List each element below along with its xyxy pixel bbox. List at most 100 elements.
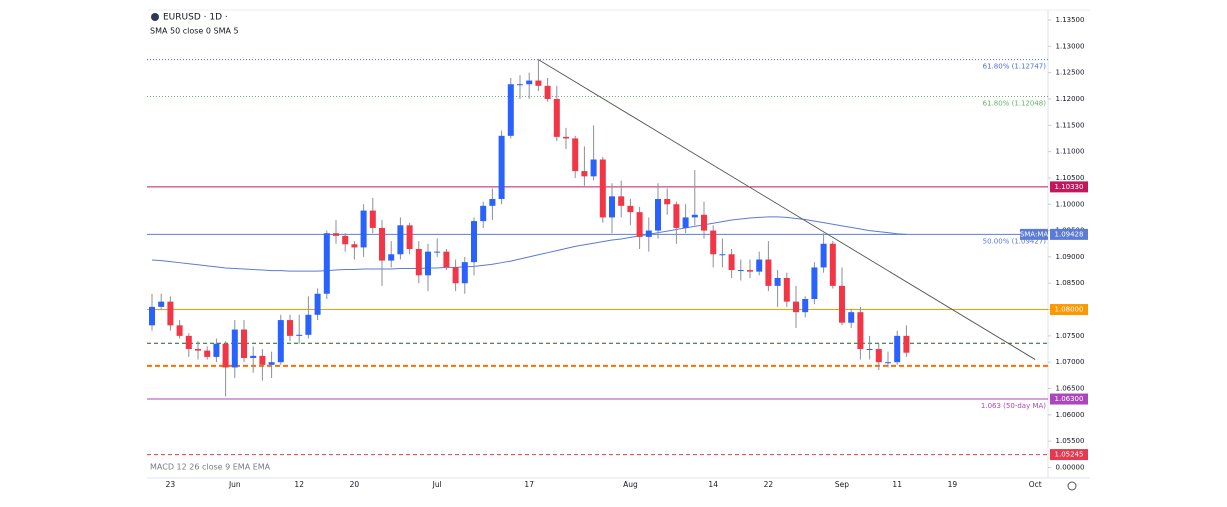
x-tick-label: 20 xyxy=(350,480,360,489)
candle-body xyxy=(590,159,597,177)
level-tag-bg xyxy=(1050,181,1088,193)
candle-body xyxy=(811,267,818,300)
candle-body xyxy=(627,205,634,213)
sma-tag-bg xyxy=(1020,228,1048,240)
indicator-legend[interactable]: SMA 50 close 0 SMA 5 xyxy=(150,27,239,36)
sma-tag: SMA:MA xyxy=(1020,230,1049,238)
y-tick-label: 1.06000 xyxy=(1056,411,1085,419)
symbol-icon[interactable] xyxy=(151,13,159,21)
settings-icon[interactable] xyxy=(1067,481,1077,491)
x-tick-label: Aug xyxy=(623,480,638,489)
candle-body xyxy=(333,233,339,236)
chart-title[interactable]: EURUSD · 1D · xyxy=(163,13,228,23)
candle-body xyxy=(415,249,422,276)
x-tick-label: Oct xyxy=(1029,480,1042,489)
candle-body xyxy=(664,198,671,205)
candle-body xyxy=(737,270,744,272)
level-label: 1.063 (50-day MA) xyxy=(981,402,1046,410)
candle-body xyxy=(425,251,431,276)
candle-body xyxy=(452,267,459,284)
candle-body xyxy=(241,329,247,358)
sma-value-tag-bg xyxy=(1050,228,1088,240)
candle-body xyxy=(793,301,799,313)
candle-body xyxy=(866,349,873,351)
candle-body xyxy=(185,335,192,350)
y-tick-label: 1.10000 xyxy=(1056,200,1085,208)
y-tick-label: 1.12000 xyxy=(1056,95,1085,103)
level-tag: 1.05245 xyxy=(1055,451,1084,459)
candle-body xyxy=(250,355,257,358)
candle-body xyxy=(682,217,689,228)
y-tick-label: 1.09000 xyxy=(1056,253,1085,261)
candle-body xyxy=(305,314,312,335)
candle-body xyxy=(296,334,303,336)
candle-body xyxy=(489,198,496,206)
candle-body xyxy=(406,225,413,250)
x-tick-label: 19 xyxy=(948,480,958,489)
candle-body xyxy=(461,262,468,284)
candle-body xyxy=(544,85,551,99)
candle-body xyxy=(369,210,376,228)
candle-body xyxy=(563,136,569,139)
level-tag-bg xyxy=(1050,304,1088,316)
level-tag-bg xyxy=(1050,393,1088,405)
candle-body xyxy=(765,259,772,286)
candle-body xyxy=(158,301,165,307)
candle-body xyxy=(691,214,698,218)
candle-body xyxy=(618,196,625,206)
candle-body xyxy=(839,285,845,323)
candle-body xyxy=(535,80,542,86)
candle-body xyxy=(443,251,450,268)
sma-value-tag: 1.09428 xyxy=(1055,230,1084,238)
candle-body xyxy=(195,349,201,351)
x-tick-label: Jul xyxy=(432,480,442,489)
candle-body xyxy=(167,301,174,326)
candle-body xyxy=(894,335,901,363)
y-tick-label: 1.10500 xyxy=(1056,174,1085,182)
candle-body xyxy=(397,225,404,255)
candle-body xyxy=(747,270,753,272)
y-tick-label: 1.07000 xyxy=(1056,358,1085,366)
y-tick-label: 1.05500 xyxy=(1056,437,1085,445)
candle-body xyxy=(885,362,891,364)
candle-body xyxy=(360,210,367,248)
level-label: 61.80% (1.12048) xyxy=(983,99,1047,107)
candle-body xyxy=(609,196,615,218)
candle-body xyxy=(149,306,155,326)
x-tick-label: Sep xyxy=(835,480,849,489)
candle-body xyxy=(719,254,726,256)
level-label: 50.00% (1.09427) xyxy=(983,237,1047,245)
x-tick-label: 11 xyxy=(892,480,902,489)
candle-body xyxy=(774,277,781,286)
candle-body xyxy=(599,159,606,218)
candle-body xyxy=(655,198,661,231)
level-tag: 1.06300 xyxy=(1055,395,1084,403)
candle-body xyxy=(820,243,827,268)
candle-body xyxy=(875,349,882,363)
x-tick-label: 17 xyxy=(524,480,534,489)
candle-body xyxy=(231,329,238,368)
candle-body xyxy=(526,80,533,85)
candle-body xyxy=(259,355,266,365)
candle-body xyxy=(388,254,395,261)
candle-body xyxy=(636,212,643,237)
macd-legend[interactable]: MACD 12 26 close 9 EMA EMA xyxy=(150,463,271,472)
candle-body xyxy=(342,235,349,245)
candle-body xyxy=(480,205,487,222)
candle-body xyxy=(701,214,707,231)
y-tick-label: 1.06500 xyxy=(1056,385,1085,393)
candle-body xyxy=(756,259,763,272)
level-tag: 1.10330 xyxy=(1055,183,1084,191)
sma-line xyxy=(151,216,907,272)
candle-body xyxy=(581,171,588,177)
candle-body xyxy=(507,84,514,136)
candle-body xyxy=(848,312,855,323)
candle-body xyxy=(710,230,717,255)
y-tick-label: 1.11000 xyxy=(1056,148,1085,156)
x-tick-label: 22 xyxy=(764,480,774,489)
candle-body xyxy=(434,251,441,253)
candle-body xyxy=(829,243,836,286)
candle-body xyxy=(673,204,680,228)
level-tag-bg xyxy=(1050,449,1088,461)
